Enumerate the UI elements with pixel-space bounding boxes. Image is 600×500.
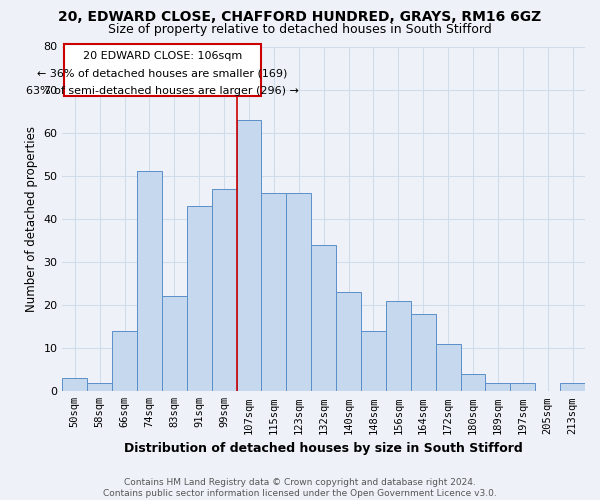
Text: Size of property relative to detached houses in South Stifford: Size of property relative to detached ho… xyxy=(108,22,492,36)
X-axis label: Distribution of detached houses by size in South Stifford: Distribution of detached houses by size … xyxy=(124,442,523,455)
Bar xyxy=(311,245,336,392)
Bar xyxy=(236,120,262,392)
Bar xyxy=(62,378,87,392)
Bar xyxy=(386,301,411,392)
Bar xyxy=(560,382,585,392)
Bar xyxy=(262,193,286,392)
Text: 20, EDWARD CLOSE, CHAFFORD HUNDRED, GRAYS, RM16 6GZ: 20, EDWARD CLOSE, CHAFFORD HUNDRED, GRAY… xyxy=(58,10,542,24)
Text: ← 36% of detached houses are smaller (169): ← 36% of detached houses are smaller (16… xyxy=(37,68,287,78)
Text: 63% of semi-detached houses are larger (296) →: 63% of semi-detached houses are larger (… xyxy=(26,86,299,96)
Bar xyxy=(137,172,162,392)
Bar xyxy=(485,382,511,392)
Bar xyxy=(511,382,535,392)
Bar xyxy=(336,292,361,392)
Text: 20 EDWARD CLOSE: 106sqm: 20 EDWARD CLOSE: 106sqm xyxy=(83,51,242,61)
Bar xyxy=(411,314,436,392)
Bar xyxy=(87,382,112,392)
Bar xyxy=(361,331,386,392)
Y-axis label: Number of detached properties: Number of detached properties xyxy=(25,126,38,312)
Bar xyxy=(286,193,311,392)
Bar xyxy=(461,374,485,392)
Bar xyxy=(187,206,212,392)
Bar xyxy=(112,331,137,392)
Bar xyxy=(212,188,236,392)
Bar xyxy=(162,296,187,392)
FancyBboxPatch shape xyxy=(64,44,262,96)
Bar xyxy=(436,344,461,392)
Text: Contains HM Land Registry data © Crown copyright and database right 2024.
Contai: Contains HM Land Registry data © Crown c… xyxy=(103,478,497,498)
